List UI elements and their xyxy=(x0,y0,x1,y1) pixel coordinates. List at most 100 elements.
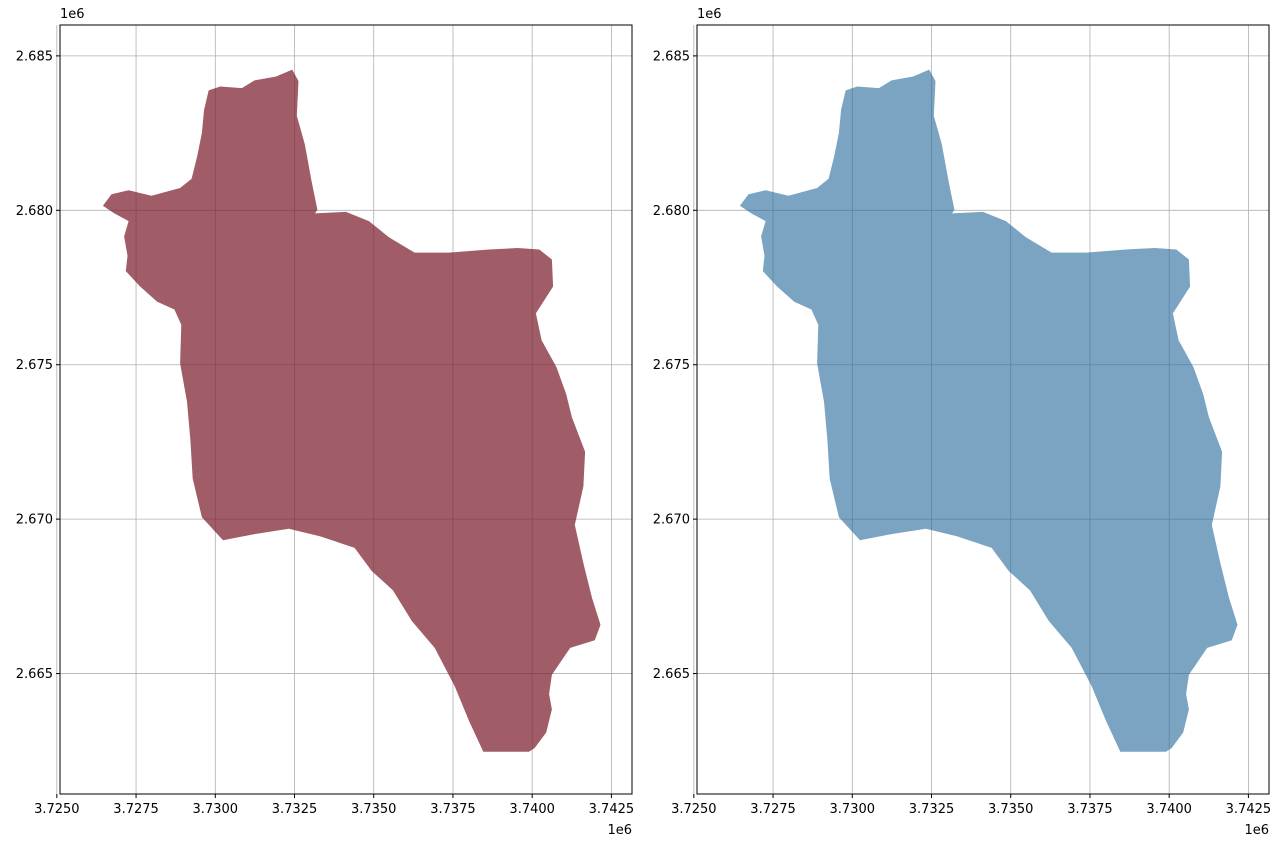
hexagon-cell xyxy=(1225,210,1251,233)
hexagon-outline xyxy=(1238,465,1264,488)
centroid-point xyxy=(1069,231,1071,233)
centroid-point xyxy=(1095,231,1097,233)
centroid-point xyxy=(1263,486,1265,488)
centroid-point xyxy=(1263,264,1265,266)
hexagon-outline xyxy=(1251,276,1277,299)
hexagon-cell xyxy=(1264,487,1278,510)
hexagon-outline xyxy=(1148,165,1175,188)
hexagon-cell xyxy=(1212,221,1238,244)
hexagon-cell xyxy=(1083,199,1109,222)
hexagon-outline xyxy=(1251,143,1277,166)
hexagon-cell xyxy=(1057,132,1083,155)
hexagon-outline xyxy=(1005,132,1031,155)
hexagon-cell xyxy=(1264,287,1278,310)
hexagon-cell xyxy=(1173,210,1199,233)
hexagon-outline xyxy=(1083,176,1109,199)
centroid-point xyxy=(978,176,980,178)
hexagon-outline xyxy=(1264,310,1278,333)
hexagon-outline xyxy=(1096,187,1122,210)
hexagon-cell xyxy=(1212,287,1238,310)
centroid-point xyxy=(965,53,967,55)
hexagon-cell xyxy=(966,76,992,99)
centroid-point xyxy=(1017,142,1019,144)
hexagon-cell xyxy=(1057,176,1083,199)
centroid-point xyxy=(1056,220,1058,222)
hexagon-cell xyxy=(1212,243,1238,266)
hexagon-cell xyxy=(1238,421,1264,444)
centroid-point xyxy=(1069,187,1071,189)
hexagon-cell xyxy=(1070,187,1097,210)
hexagon-cell xyxy=(1264,443,1278,466)
y-tick-label: 2.670 xyxy=(16,513,53,528)
centroid-point xyxy=(1160,198,1162,200)
hexagon-cell xyxy=(1238,221,1264,244)
hexagon-cell xyxy=(1264,243,1278,266)
centroid-point xyxy=(1263,153,1265,155)
hexagon-outline xyxy=(772,154,798,177)
centroid-point xyxy=(1250,386,1252,388)
hexagon-cell xyxy=(1186,221,1212,244)
centroid-point xyxy=(1237,220,1239,222)
centroid-point xyxy=(1043,231,1045,233)
hexagon-outline xyxy=(1251,165,1277,188)
centroid-point xyxy=(1263,398,1265,400)
hexagon-outline xyxy=(953,132,979,155)
hexagon-cell xyxy=(1199,210,1226,233)
hexagon-cell xyxy=(1005,199,1031,222)
hexagon-outline xyxy=(1057,110,1083,133)
hexagon-cell xyxy=(1212,310,1238,333)
centroid-point xyxy=(1121,142,1123,144)
hexagon-outline xyxy=(1070,187,1097,210)
hexagon-outline xyxy=(1083,199,1109,222)
hexagon-cell xyxy=(772,154,798,177)
centroid-point xyxy=(991,120,993,122)
hexagon-cell xyxy=(1031,132,1057,155)
centroid-point xyxy=(1250,520,1252,522)
hexagon-cell xyxy=(1005,88,1031,111)
hexagon-cell xyxy=(953,132,979,155)
hexagon-outline xyxy=(1122,165,1148,188)
centroid-point xyxy=(1237,353,1239,355)
centroid-point xyxy=(1043,9,1045,11)
hexagon-outline xyxy=(1122,210,1148,233)
hexagon-outline xyxy=(1264,487,1278,510)
hexagon-cell xyxy=(1161,199,1187,222)
hexagon-cell xyxy=(1225,187,1251,210)
centroid-point xyxy=(1211,287,1213,289)
hexagon-outline xyxy=(1005,176,1031,199)
hexagon-cell xyxy=(1018,143,1045,166)
hexagon-outline xyxy=(1044,210,1070,233)
hexagon-cell xyxy=(966,165,992,188)
hexagon-outline xyxy=(1225,276,1251,299)
hexagon-outline xyxy=(1018,76,1045,99)
centroid-point xyxy=(1121,187,1123,189)
centroid-point xyxy=(1199,342,1201,344)
hexagon-cell xyxy=(1186,287,1212,310)
hexagon-cell xyxy=(1070,143,1097,166)
hexagon-outline xyxy=(1225,321,1251,344)
hexagon-cell xyxy=(1212,398,1238,421)
hexagon-cell xyxy=(1251,165,1277,188)
centroid-point xyxy=(1263,309,1265,311)
hexagon-cell xyxy=(1173,143,1199,166)
hexagon-outline xyxy=(1005,88,1031,111)
x-tick-label: 3.7425 xyxy=(589,802,635,817)
hexagon-outline xyxy=(992,143,1018,166)
hexagon-outline xyxy=(966,76,992,99)
centroid-point xyxy=(978,42,980,44)
centroid-point xyxy=(1263,198,1265,200)
hexagon-cell xyxy=(1212,376,1238,399)
centroid-point xyxy=(1224,187,1226,189)
hexagon-outline xyxy=(1225,476,1251,499)
centroid-point xyxy=(1237,153,1239,155)
hexagon-cell xyxy=(1031,199,1057,222)
centroid-point xyxy=(1121,164,1123,166)
centroid-point xyxy=(1237,287,1239,289)
hexagon-outline xyxy=(1109,132,1135,155)
centroid-point xyxy=(1186,198,1188,200)
hexagon-outline xyxy=(1251,365,1277,388)
hexagon-outline xyxy=(940,99,967,122)
centroid-point xyxy=(1211,242,1213,244)
hexagon-cell xyxy=(1161,221,1187,244)
hexagon-outline xyxy=(966,143,992,166)
